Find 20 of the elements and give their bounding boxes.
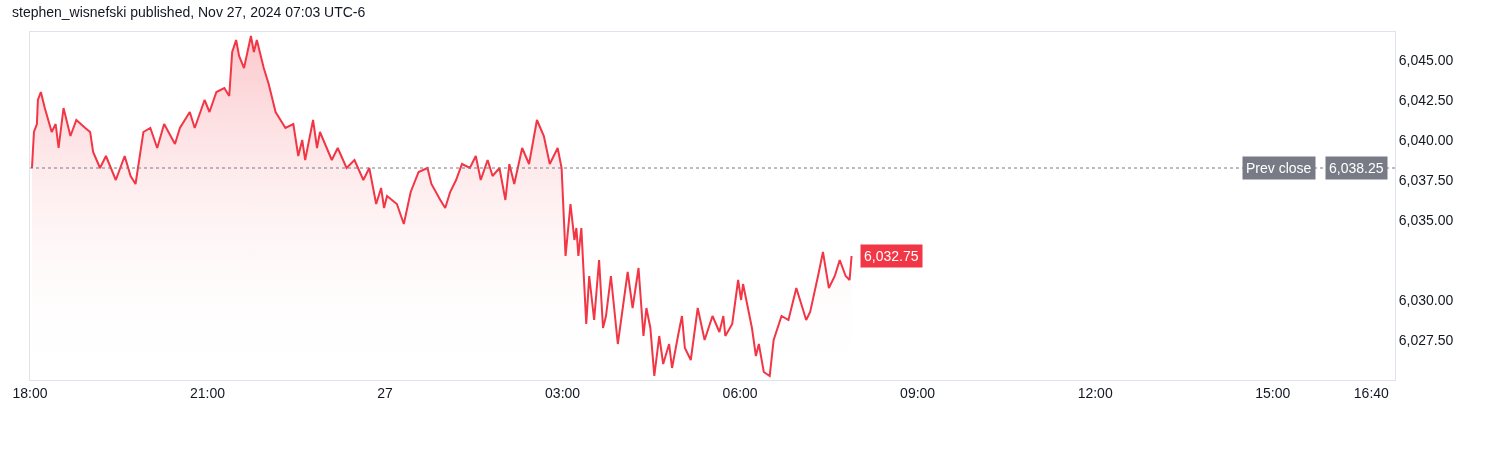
x-tick-label: 09:00 [900,384,936,401]
y-tick-label: 6,035.00 [1398,211,1454,228]
chart-title: stephen_wisnefski published, Nov 27, 2024 07:03 UTC-6 [12,3,366,20]
x-tick-label: 06:00 [722,384,758,401]
x-tick-label: 03:00 [545,384,581,401]
x-tick-label: 21:00 [190,384,226,401]
ref-line-label: Prev close [1246,160,1312,176]
x-tick-label: 12:00 [1077,384,1113,401]
x-tick-label: 18:00 [12,384,48,401]
y-tick-label: 6,042.50 [1398,91,1454,108]
x-tick-label: 27 [377,384,394,401]
annotation: 6,038.25 [1329,160,1384,176]
y-tick-label: 6,027.50 [1398,331,1454,348]
y-tick-label: 6,040.00 [1398,131,1454,148]
y-tick-label: 6,045.00 [1398,51,1454,68]
annotation: 6,032.75 [864,248,919,264]
y-tick-label: 6,037.50 [1398,171,1454,188]
x-tick-label: 15:00 [1255,384,1291,401]
y-tick-label: 6,030.00 [1398,291,1454,308]
x-tick-label: 16:40 [1353,384,1390,401]
